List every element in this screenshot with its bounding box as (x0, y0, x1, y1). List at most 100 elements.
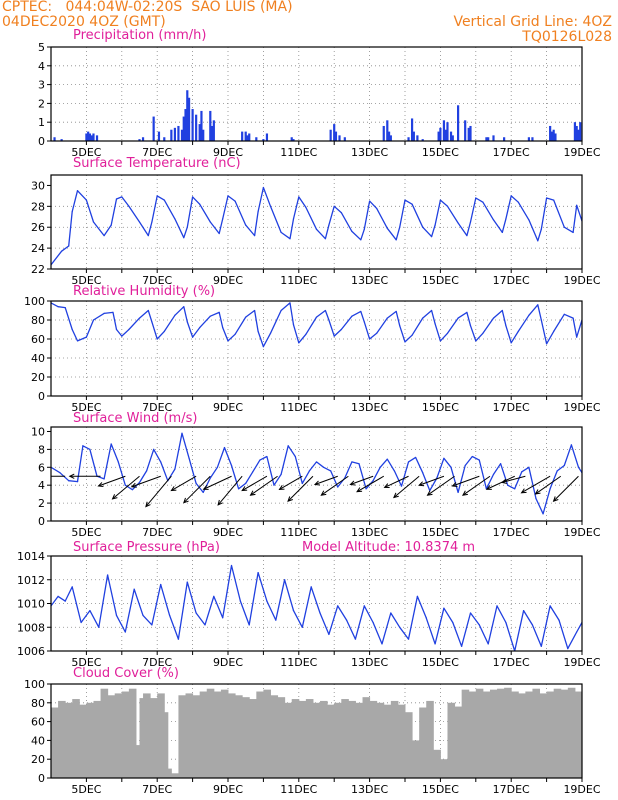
cloud-ytick-label: 60 (31, 716, 45, 729)
pressure-point (505, 621, 507, 624)
precipitation-ytick-label: 3 (38, 79, 45, 92)
precipitation-panel (47, 46, 583, 145)
precipitation-bar (265, 133, 269, 141)
pressure-point (168, 614, 171, 616)
temperature-point (292, 218, 295, 220)
wind-arrow (534, 475, 562, 495)
precipitation-bar (503, 137, 506, 141)
pressure-title: Surface Pressure (hPa) (73, 540, 220, 555)
humidity-point (386, 317, 388, 319)
wind-point (273, 484, 275, 486)
temperature-point (222, 218, 224, 220)
temperature-point (147, 234, 149, 237)
humidity-point (501, 309, 503, 312)
cloud-bar (51, 707, 59, 778)
precipitation-bar (138, 139, 141, 141)
cloud-bar (284, 702, 293, 778)
wind-arrow (485, 475, 515, 490)
pressure-point (248, 624, 250, 626)
wind-arrow (383, 475, 409, 488)
temperature-point (439, 199, 441, 201)
humidity-point (298, 342, 300, 344)
humidity-ytick-label: 80 (31, 314, 45, 327)
precipitation-bar (573, 122, 577, 141)
cloud-bar (206, 688, 215, 778)
wind-point (145, 470, 148, 472)
temperature-point (446, 205, 449, 207)
cloud-bar (86, 702, 94, 778)
precipitation-bar (554, 133, 557, 141)
humidity-ytick-label: 60 (31, 333, 45, 346)
wind-frame (50, 426, 583, 522)
precipitation-bar (579, 122, 582, 141)
precipitation-bar (248, 133, 251, 141)
wind-point (287, 445, 289, 447)
pressure-point (531, 624, 534, 626)
temperature-point (76, 190, 79, 192)
temperature-point (351, 230, 353, 232)
cloud-bar (546, 691, 555, 778)
temperature-ytick-label: 30 (31, 179, 45, 192)
cloud-bar (475, 688, 484, 778)
pressure-point (372, 621, 374, 624)
temperature-point (546, 197, 548, 199)
wind-point (365, 488, 367, 490)
cloud-bar (369, 700, 378, 778)
wind-point (507, 484, 509, 486)
temperature-point (289, 238, 291, 240)
cloud-bar (383, 704, 392, 778)
wind-point (457, 491, 459, 493)
cloud-bar (192, 695, 201, 778)
precipitation-bar (416, 135, 419, 141)
wind-point (337, 486, 339, 488)
pressure-point (195, 612, 197, 614)
humidity-point (572, 317, 574, 319)
humidity-point (351, 315, 353, 317)
pressure-xtick-label: 5DEC (71, 656, 101, 669)
wind-xtick-label: 9DEC (213, 526, 243, 539)
precipitation-bar (338, 135, 341, 141)
humidity-point (505, 325, 507, 327)
precipitation-bar (410, 118, 414, 141)
temperature-panel (47, 174, 583, 273)
wind-point (386, 458, 388, 460)
humidity-ytick-label: 40 (31, 352, 45, 365)
cloud-bar (160, 712, 169, 778)
temperature-point (540, 228, 542, 230)
humidity-point (482, 332, 484, 334)
wind-ytick-label: 10 (31, 425, 45, 438)
wind-arrow (320, 475, 349, 496)
humidity-point (76, 340, 79, 342)
temperature-xtick-label: 7DEC (142, 274, 172, 287)
cloud-panel (47, 683, 583, 782)
cloud-xtick-label: 7DEC (142, 783, 172, 796)
cloud-bar (213, 691, 222, 778)
humidity-point (340, 328, 342, 331)
temperature-point (553, 199, 555, 201)
pressure-point (133, 588, 135, 590)
cloud-bar (312, 702, 321, 778)
humidity-point (209, 315, 211, 317)
wind-xtick-label: 15DEC (422, 526, 459, 539)
precipitation-bar (343, 137, 346, 141)
humidity-point (186, 321, 188, 323)
humidity-point (576, 336, 578, 338)
temperature-point (305, 206, 307, 208)
precipitation-bar (88, 133, 92, 141)
temperature-point (85, 199, 87, 201)
precipitation-ytick-label: 0 (38, 135, 45, 148)
precipitation-xtick-label: 5DEC (71, 146, 101, 159)
cloud-bar (362, 697, 371, 778)
humidity-point (147, 309, 149, 312)
temperature-point (492, 219, 495, 221)
wind-arrow (287, 475, 314, 502)
humidity-point (546, 343, 548, 345)
humidity-point (128, 328, 130, 331)
cloud-bar (256, 691, 264, 778)
humidity-point (439, 340, 441, 342)
wind-point (89, 448, 91, 450)
pressure-point (328, 633, 330, 635)
temperature-point (110, 224, 112, 226)
precipitation-bar (152, 116, 155, 141)
wind-panel (47, 426, 583, 525)
